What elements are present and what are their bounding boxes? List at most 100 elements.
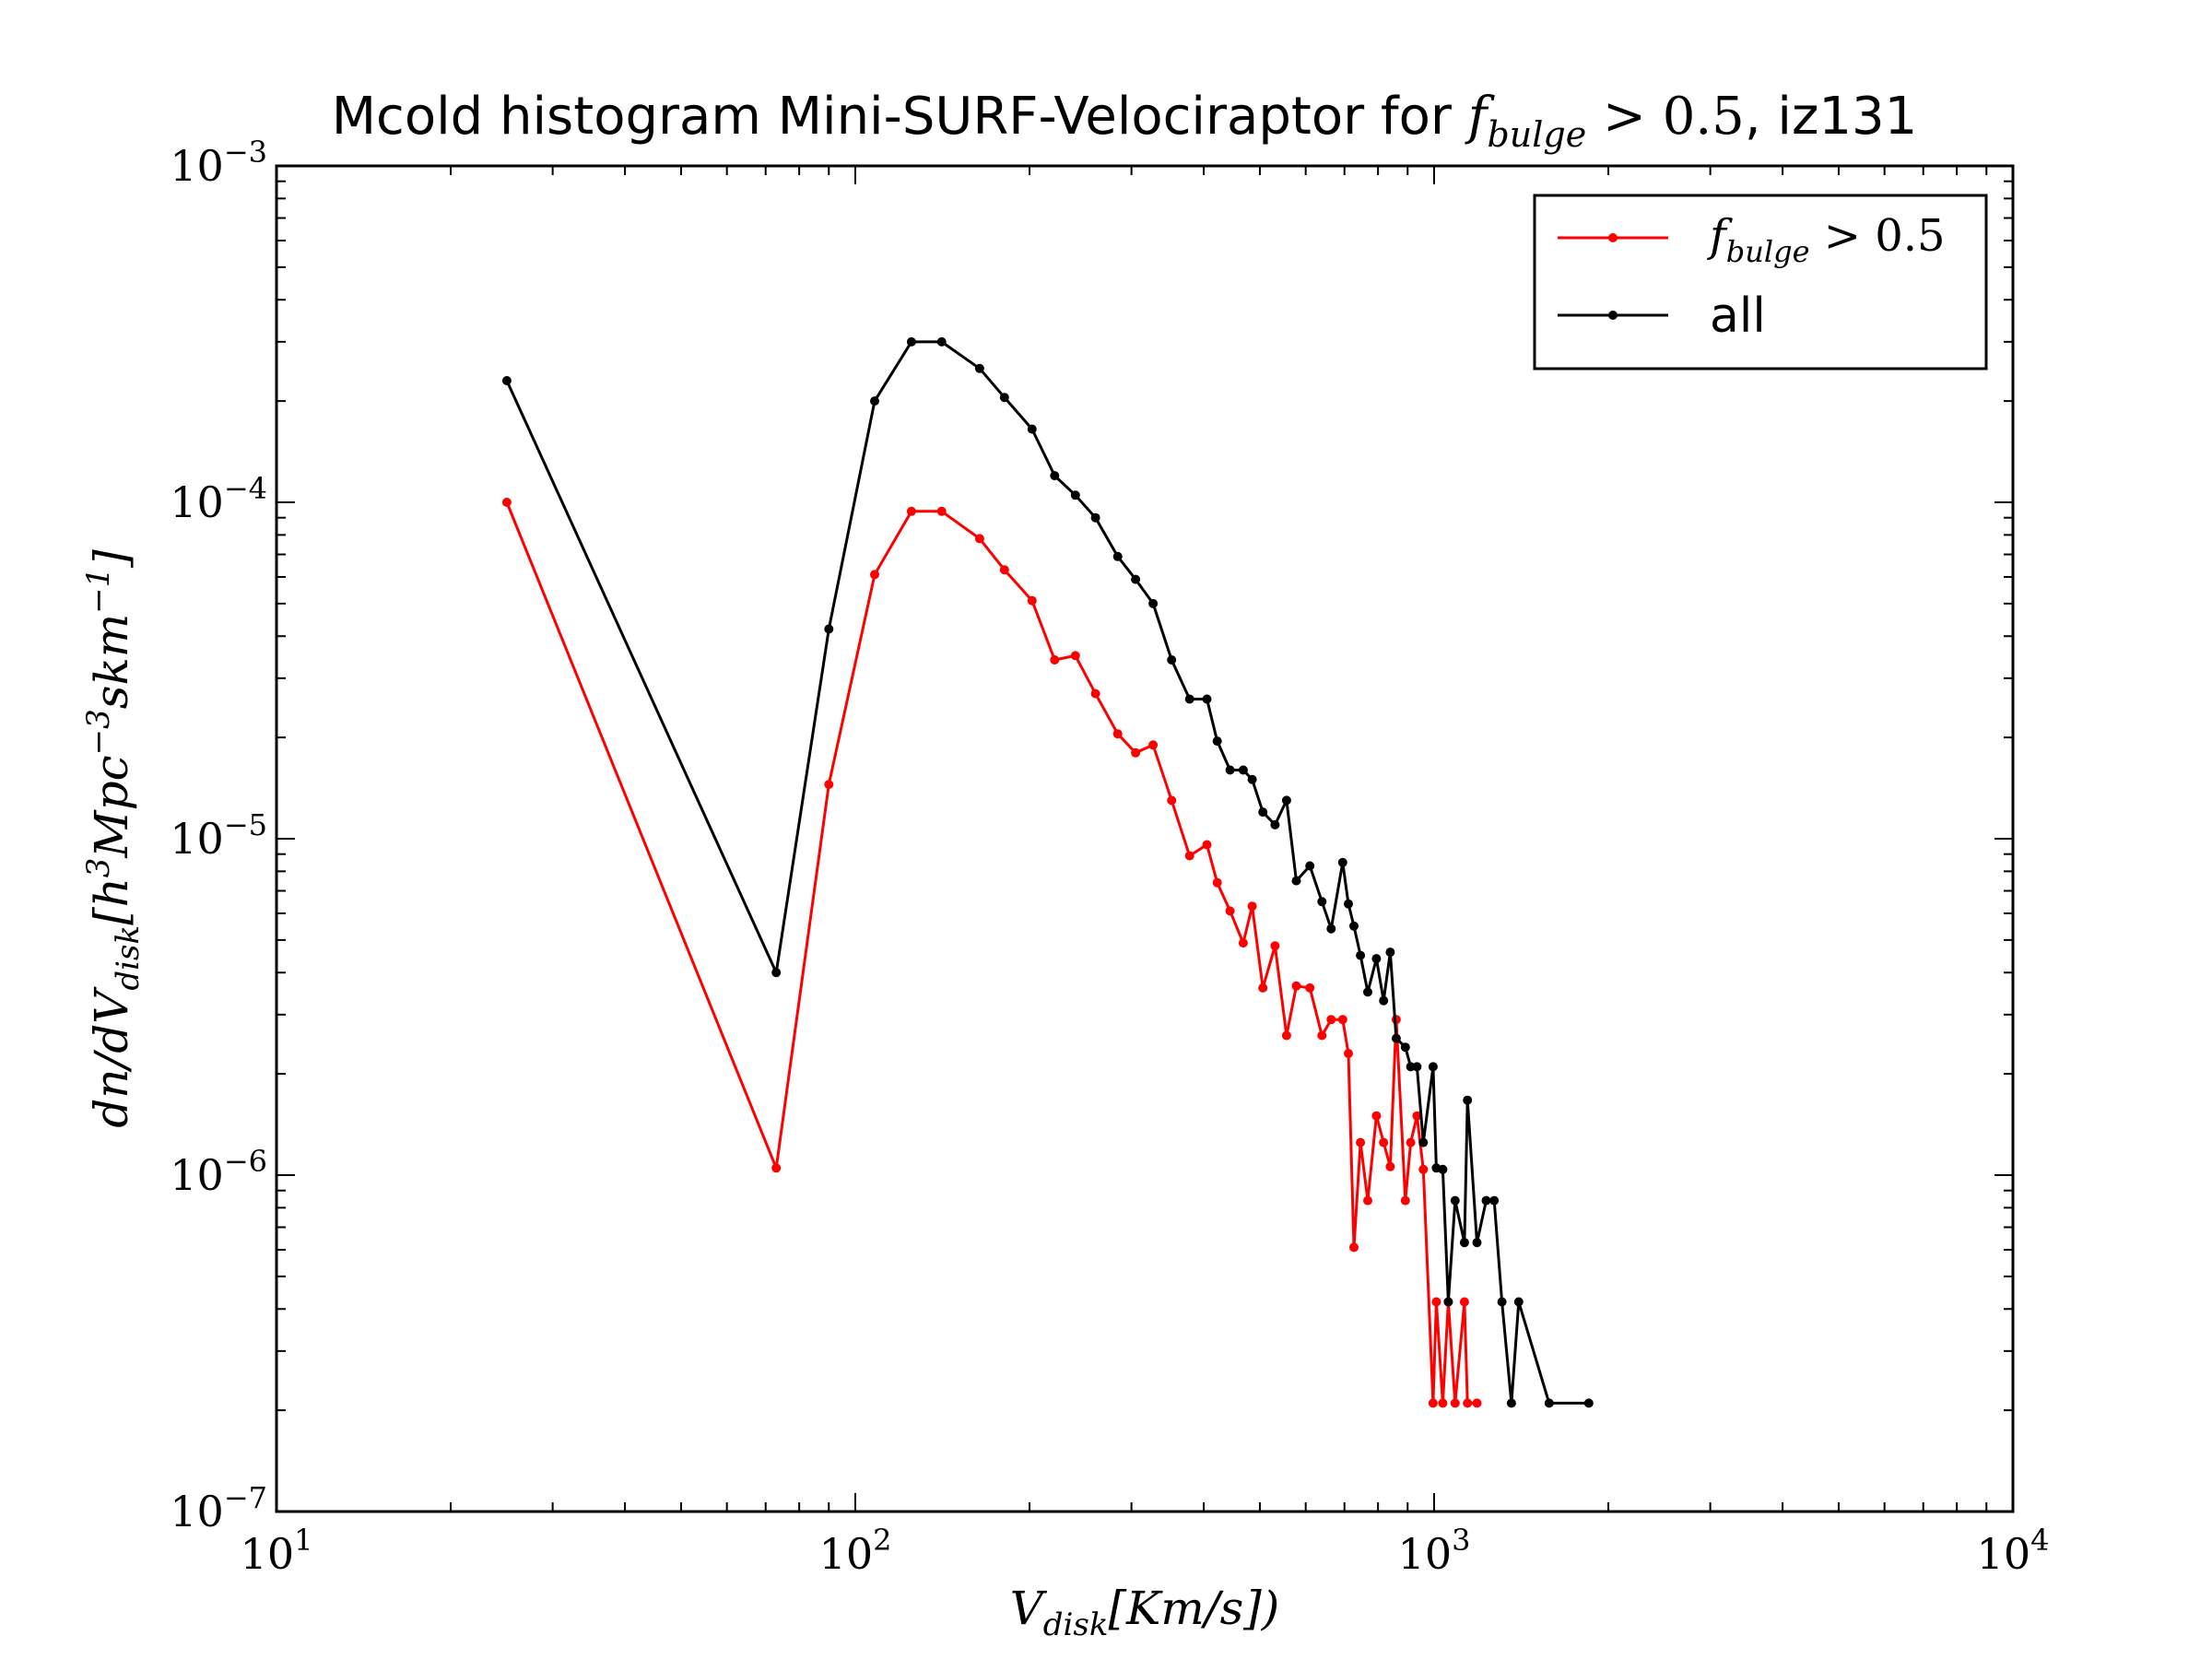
- data-point-bulge: [824, 780, 834, 790]
- data-point-all: [1379, 995, 1389, 1006]
- legend-marker-bulge: [1608, 233, 1618, 242]
- data-point-all: [1247, 774, 1257, 784]
- data-point-all: [1184, 694, 1194, 704]
- x-tick-label: 103: [1398, 1523, 1471, 1579]
- data-point-bulge: [974, 534, 984, 544]
- data-point-bulge: [1212, 877, 1222, 888]
- chart-title: Mcold histogram Mini-SURF-Velociraptor f…: [332, 87, 1918, 155]
- data-point-all: [1070, 490, 1080, 500]
- data-point-bulge: [1459, 1297, 1469, 1307]
- data-point-bulge: [1305, 982, 1315, 993]
- data-point-all: [1356, 950, 1366, 960]
- data-point-bulge: [1418, 1164, 1429, 1174]
- y-axis-label: dn/dVdisk[h3Mpc−3skm−1]: [80, 549, 147, 1128]
- data-point-all: [1428, 1062, 1438, 1072]
- data-point-all: [1481, 1195, 1491, 1206]
- data-point-all: [1305, 861, 1315, 871]
- data-point-all: [1131, 574, 1141, 584]
- tick-labels: 101 102 103 104 10−3 10−4 10−5 10−6 10−7: [170, 135, 2049, 1579]
- x-tick-label: 104: [1977, 1523, 2050, 1579]
- y-tick-label: 10−3: [170, 135, 267, 191]
- data-point-all: [1459, 1238, 1469, 1248]
- plot-frame: [275, 164, 2015, 1513]
- data-point-all: [1167, 655, 1177, 665]
- data-point-bulge: [1438, 1398, 1448, 1408]
- data-point-bulge: [1070, 651, 1080, 661]
- data-point-bulge: [1050, 655, 1060, 665]
- data-point-bulge: [1406, 1137, 1416, 1147]
- x-tick-label: 101: [241, 1523, 313, 1579]
- x-axis-label: Vdisk[Km/s]): [1010, 1582, 1280, 1643]
- data-point-all: [1281, 795, 1291, 806]
- data-point-bulge: [1291, 981, 1301, 991]
- data-point-all: [1472, 1238, 1482, 1248]
- data-point-bulge: [1167, 795, 1177, 806]
- data-point-bulge: [1428, 1398, 1438, 1408]
- data-point-all: [1291, 876, 1301, 886]
- data-point-all: [1443, 1297, 1453, 1307]
- data-point-all: [974, 363, 984, 373]
- data-point-all: [999, 393, 1009, 403]
- data-point-bulge: [1379, 1137, 1389, 1147]
- data-point-bulge: [1184, 851, 1194, 861]
- data-point-bulge: [1090, 688, 1100, 699]
- data-point-bulge: [1337, 1015, 1347, 1025]
- data-point-bulge: [1225, 906, 1235, 916]
- data-point-all: [1258, 807, 1268, 818]
- data-point-all: [1225, 765, 1235, 775]
- data-point-bulge: [1356, 1137, 1366, 1147]
- data-point-all: [1363, 987, 1372, 997]
- data-point-all: [1418, 1137, 1429, 1147]
- data-point-bulge: [1258, 982, 1268, 993]
- legend-box: [1533, 194, 1988, 371]
- legend: fbulge > 0.5 all: [1533, 194, 1988, 371]
- data-point-all: [1027, 424, 1037, 434]
- data-point-bulge: [1400, 1195, 1410, 1206]
- data-point-all: [1385, 947, 1395, 958]
- data-point-bulge: [1450, 1398, 1460, 1408]
- data-point-all: [1391, 1033, 1401, 1043]
- data-point-bulge: [1412, 1111, 1422, 1121]
- data-point-all: [1202, 694, 1212, 704]
- series-group: [501, 336, 1594, 1408]
- data-point-all: [1506, 1398, 1516, 1408]
- data-point-all: [1112, 551, 1123, 561]
- data-point-all: [1050, 471, 1060, 481]
- data-point-bulge: [1148, 740, 1159, 750]
- data-point-bulge: [1344, 1049, 1353, 1058]
- data-point-all: [1544, 1398, 1554, 1408]
- data-point-bulge: [999, 565, 1009, 575]
- data-point-all: [1497, 1297, 1507, 1307]
- data-point-bulge: [1326, 1015, 1336, 1025]
- data-point-all: [1238, 765, 1248, 775]
- data-point-bulge: [1112, 729, 1123, 739]
- y-tick-label: 10−4: [170, 471, 267, 527]
- data-point-all: [906, 336, 916, 347]
- data-point-bulge: [906, 506, 916, 516]
- data-point-bulge: [1349, 1242, 1359, 1253]
- y-tick-label: 10−7: [170, 1480, 267, 1536]
- data-point-bulge: [1363, 1195, 1372, 1206]
- data-point-bulge: [1472, 1398, 1482, 1408]
- data-point-all: [870, 396, 879, 406]
- data-point-all: [1337, 857, 1347, 867]
- data-point-all: [1349, 921, 1359, 931]
- data-point-all: [1148, 598, 1159, 608]
- data-point-all: [1326, 924, 1336, 934]
- data-point-all: [936, 336, 947, 347]
- x-tick-label: 102: [819, 1523, 892, 1579]
- data-point-bulge: [1027, 595, 1037, 606]
- data-point-all: [1583, 1398, 1594, 1408]
- data-point-bulge: [1247, 901, 1257, 912]
- data-point-all: [1463, 1095, 1473, 1105]
- data-point-all: [1317, 897, 1327, 907]
- data-point-all: [1212, 736, 1222, 747]
- series-line-bulge: [505, 501, 1477, 1405]
- data-point-all: [1438, 1164, 1448, 1174]
- data-point-bulge: [1270, 941, 1280, 951]
- data-point-all: [1270, 819, 1280, 830]
- data-point-bulge: [501, 498, 512, 507]
- data-point-all: [1090, 512, 1100, 523]
- data-point-all: [1400, 1042, 1410, 1053]
